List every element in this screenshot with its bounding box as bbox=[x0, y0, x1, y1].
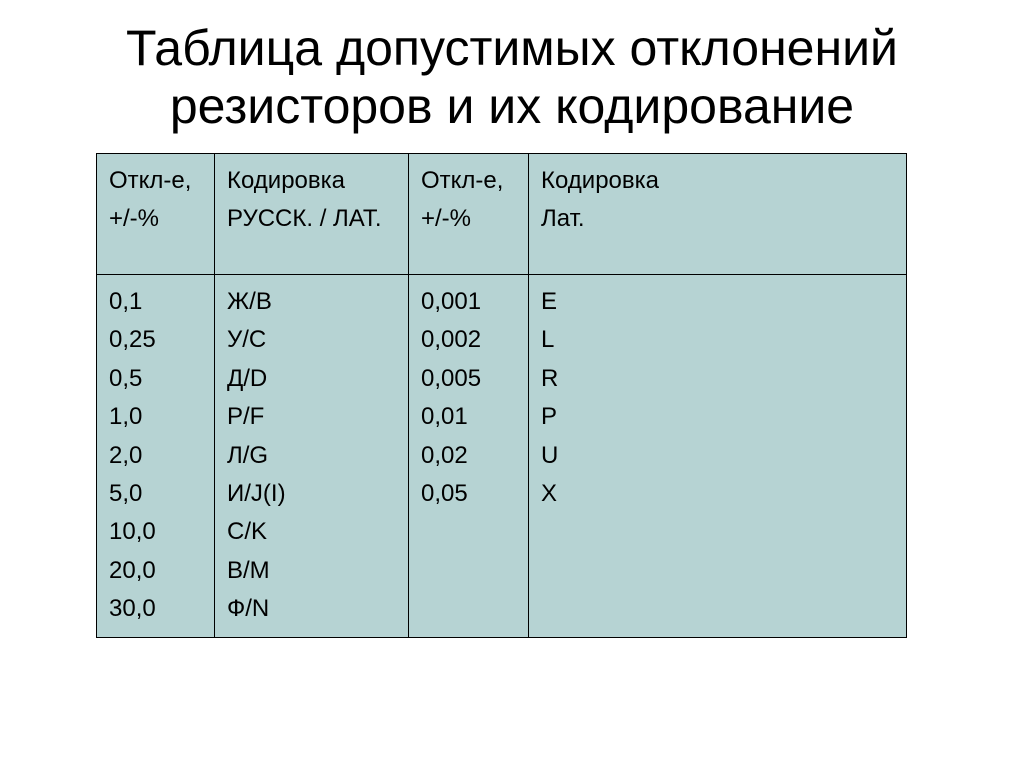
header-cell-coding-lat: Кодировка Лат. bbox=[529, 154, 907, 275]
header-cell-tolerance-1: Откл-е, +/-% bbox=[97, 154, 215, 275]
body-cell-coding-ruslat: Ж/B У/C Д/D Р/F Л/G И/J(I) С/K В/M Ф/N bbox=[215, 275, 409, 638]
body-cell-tolerance-1: 0,1 0,25 0,5 1,0 2,0 5,0 10,0 20,0 30,0 bbox=[97, 275, 215, 638]
header-cell-coding-ruslat: Кодировка РУССК. / ЛАТ. bbox=[215, 154, 409, 275]
slide: Таблица допустимых отклонений резисторов… bbox=[0, 0, 1024, 767]
body-cell-coding-lat: E L R P U X bbox=[529, 275, 907, 638]
tolerance-table: Откл-е, +/-% Кодировка РУССК. / ЛАТ. Отк… bbox=[96, 153, 907, 638]
header-cell-tolerance-2: Откл-е, +/-% bbox=[409, 154, 529, 275]
body-cell-tolerance-2: 0,001 0,002 0,005 0,01 0,02 0,05 bbox=[409, 275, 529, 638]
table-body-row: 0,1 0,25 0,5 1,0 2,0 5,0 10,0 20,0 30,0 … bbox=[97, 275, 907, 638]
slide-title: Таблица допустимых отклонений резисторов… bbox=[40, 20, 984, 135]
table-header-row: Откл-е, +/-% Кодировка РУССК. / ЛАТ. Отк… bbox=[97, 154, 907, 275]
